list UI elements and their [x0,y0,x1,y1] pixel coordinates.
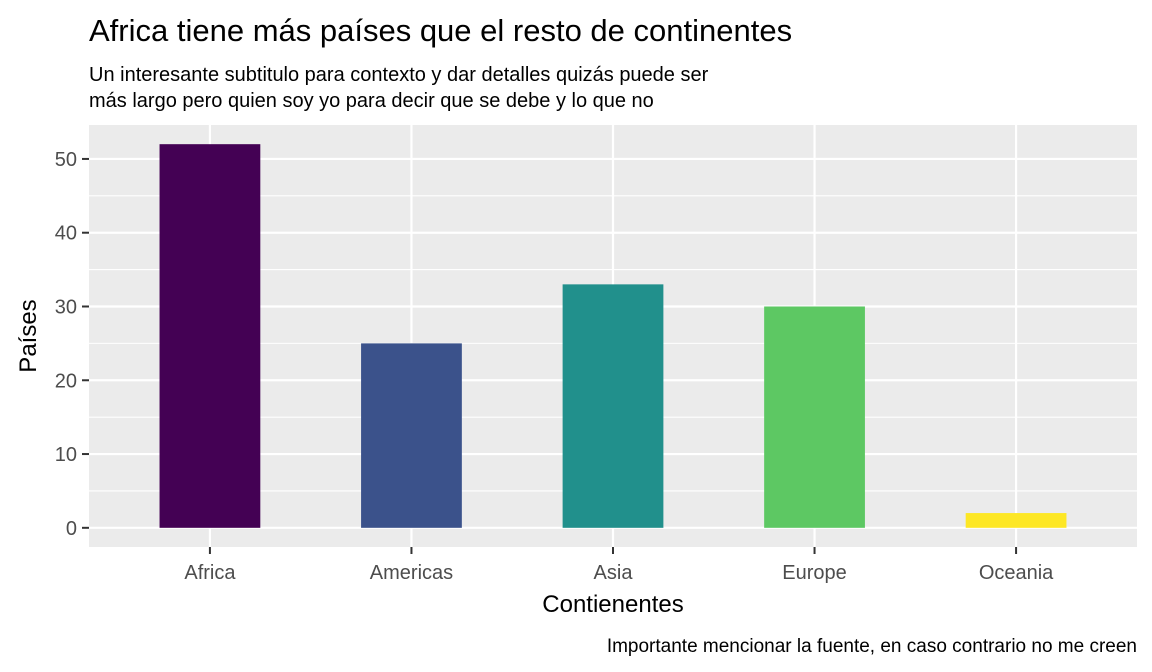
x-tick-label: Asia [594,562,634,584]
y-tick-label: 50 [55,149,77,171]
bar-europe [764,306,865,528]
bar-oceania [965,513,1067,528]
y-tick-label: 30 [55,296,77,318]
y-tick-label: 20 [55,370,77,392]
x-tick-label: Americas [370,562,453,584]
chart-subtitle-line-2: más largo pero quien soy yo para decir q… [89,90,654,112]
y-axis-title: Países [15,299,42,372]
x-tick-label: Oceania [979,562,1054,584]
x-tick-label: Europe [782,562,847,584]
x-axis: Africa Americas Asia Europe Oceania [184,547,1054,584]
y-tick-label: 0 [66,518,77,540]
x-axis-title: Contienentes [542,591,683,618]
y-tick-label: 40 [55,223,77,245]
chart-subtitle-line-1: Un interesante subtitulo para contexto y… [89,64,709,86]
bar-asia [562,284,664,528]
bar-africa [159,144,261,528]
y-axis: 0 10 20 30 40 50 [55,149,89,540]
bars [159,144,1067,528]
x-tick-label: Africa [184,562,236,584]
y-tick-label: 10 [55,444,77,466]
chart-caption: Importante mencionar la fuente, en caso … [607,636,1137,657]
bar-americas [361,343,462,528]
chart-title: Africa tiene más países que el resto de … [89,13,792,48]
